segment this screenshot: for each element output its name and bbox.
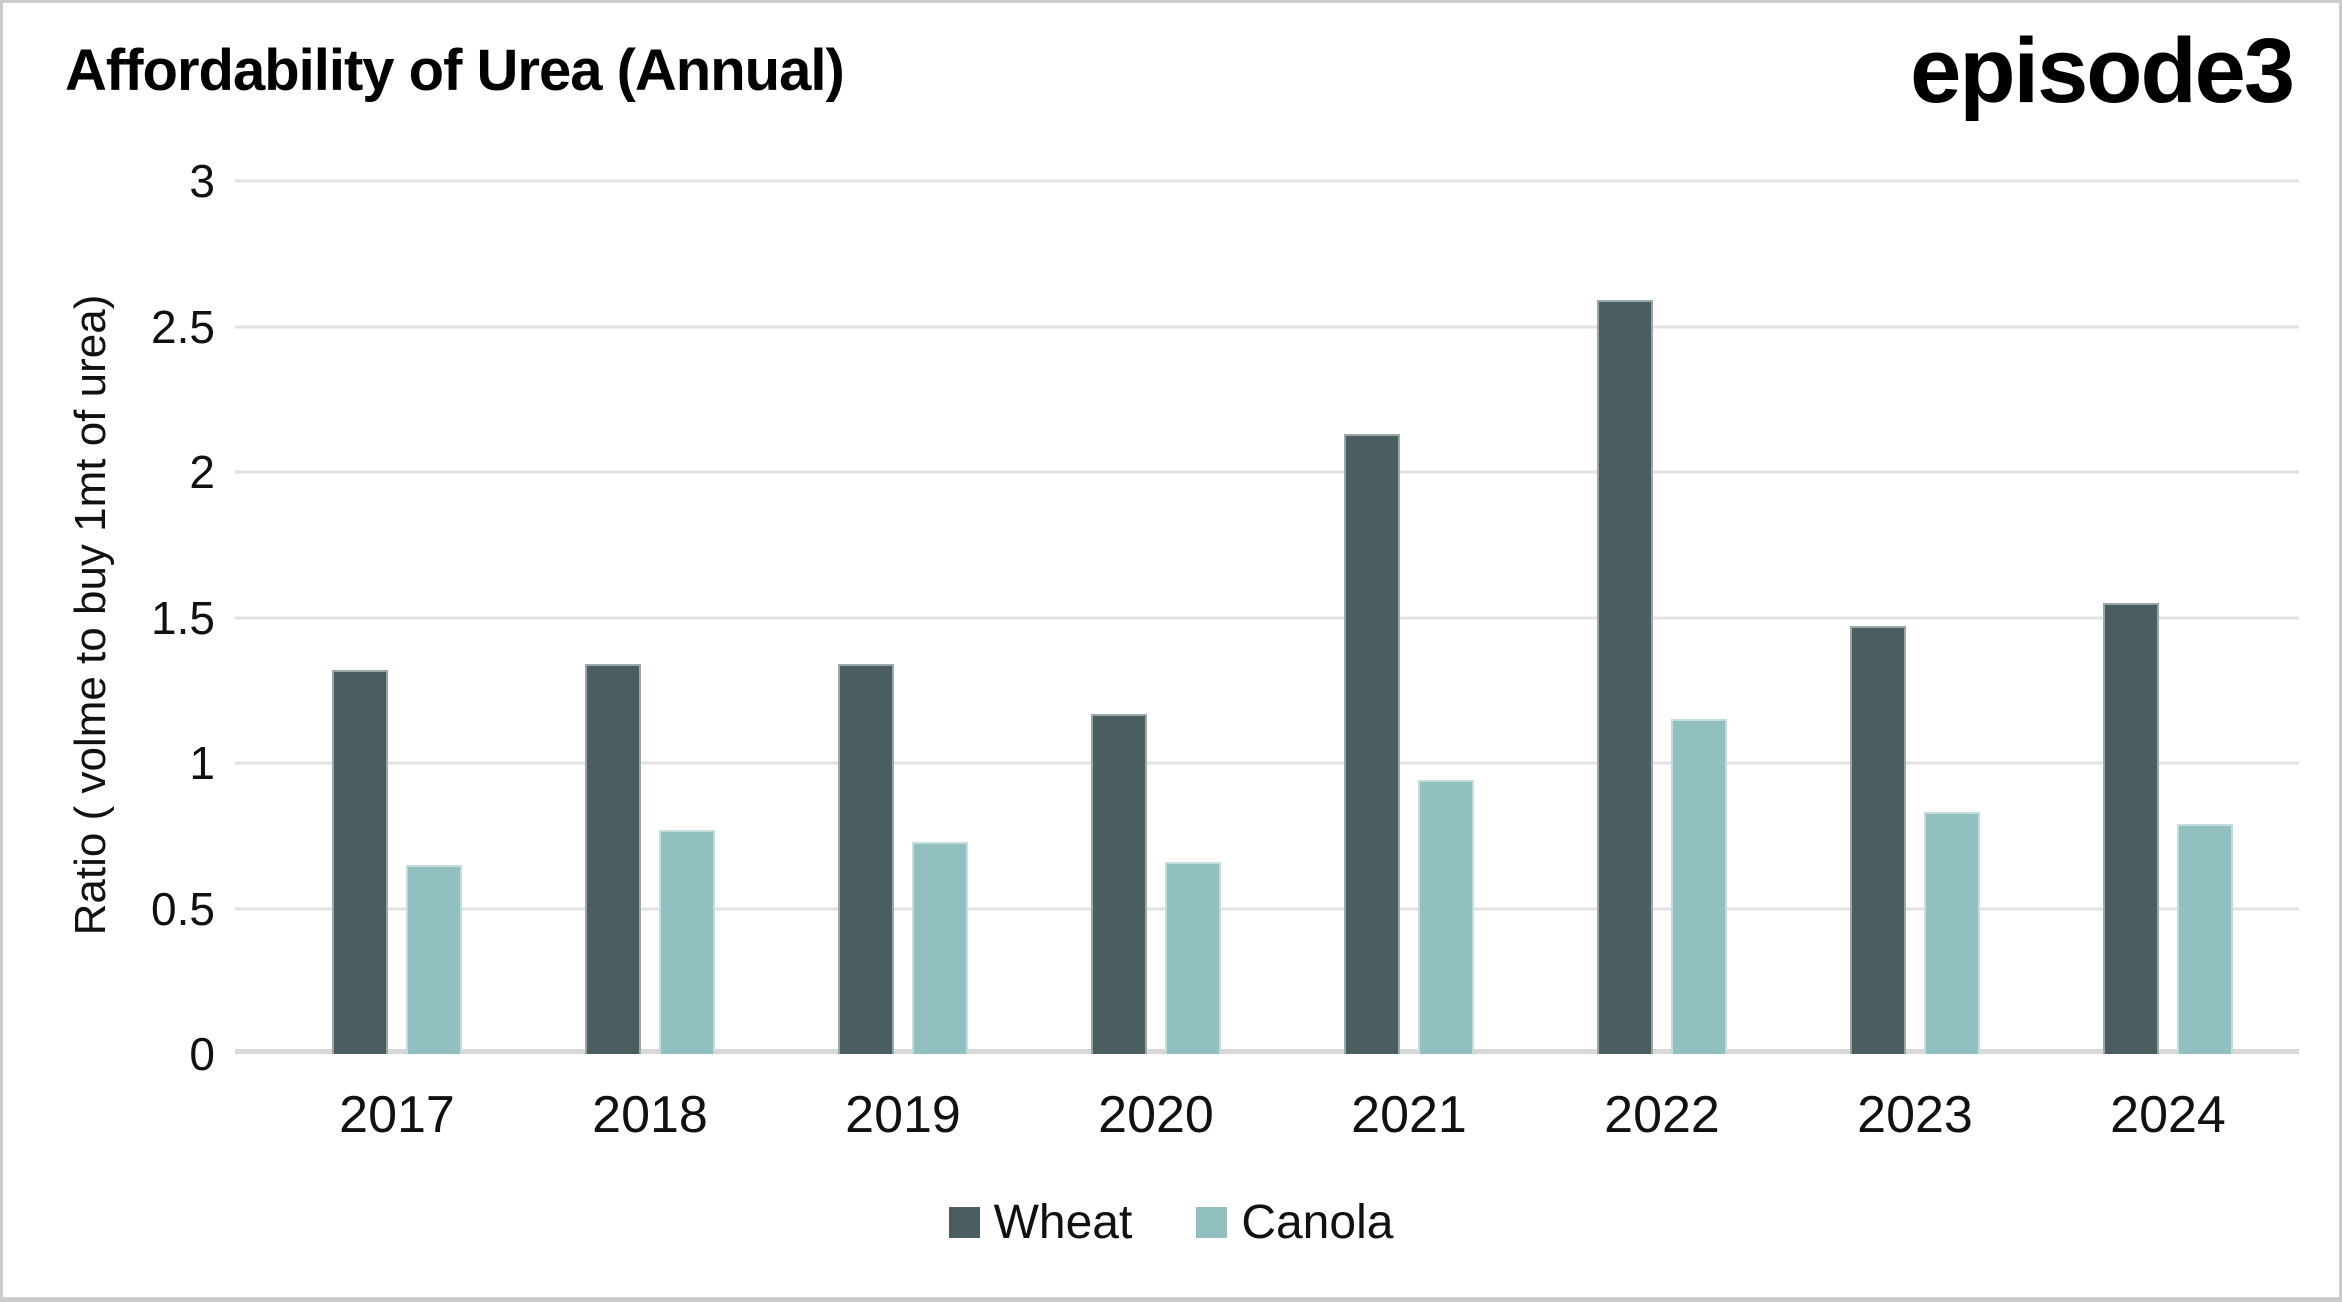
chart-title: Affordability of Urea (Annual) [65, 38, 845, 103]
plot-area [235, 179, 2299, 1054]
x-tick-2023: 2023 [1857, 1086, 1973, 1144]
bar-wheat-2019 [838, 664, 894, 1054]
legend-swatch-wheat [948, 1207, 980, 1238]
bar-canola-2023 [1924, 812, 1980, 1054]
legend-item-canola: Canola [1196, 1195, 1393, 1250]
x-tick-2017: 2017 [339, 1086, 455, 1144]
y-tick-0.5: 0.5 [151, 882, 215, 935]
bar-wheat-2024 [2103, 602, 2159, 1054]
legend-label-canola: Canola [1241, 1196, 1394, 1249]
bar-canola-2017 [406, 864, 462, 1054]
gridline-0 [235, 1049, 2299, 1054]
bar-wheat-2021 [1344, 434, 1400, 1054]
y-tick-3: 3 [189, 155, 215, 207]
x-tick-2020: 2020 [1098, 1086, 1214, 1144]
x-tick-2021: 2021 [1351, 1086, 1467, 1144]
bar-canola-2021 [1418, 780, 1474, 1054]
bar-canola-2024 [2177, 824, 2233, 1054]
bar-wheat-2020 [1091, 713, 1147, 1054]
x-tick-2024: 2024 [2110, 1086, 2226, 1144]
bar-wheat-2017 [332, 669, 388, 1054]
y-tick-1: 1 [189, 737, 215, 789]
legend-swatch-canola [1196, 1207, 1228, 1238]
gridline-2 [235, 470, 2299, 474]
x-tick-2018: 2018 [592, 1086, 708, 1144]
y-tick-0: 0 [189, 1028, 215, 1080]
bar-wheat-2018 [585, 664, 641, 1054]
legend: Wheat Canola [3, 1195, 2339, 1250]
bar-wheat-2023 [1850, 626, 1906, 1054]
gridline-3 [235, 179, 2299, 183]
bar-canola-2019 [912, 841, 968, 1054]
bar-wheat-2022 [1597, 300, 1653, 1054]
legend-item-wheat: Wheat [948, 1195, 1133, 1250]
x-tick-2019: 2019 [845, 1086, 961, 1144]
y-tick-2.5: 2.5 [151, 300, 215, 353]
gridline-1.5 [235, 616, 2299, 619]
bar-canola-2022 [1671, 719, 1727, 1054]
bar-canola-2020 [1165, 861, 1221, 1054]
gridline-0.5 [235, 907, 2299, 910]
episode3-logo: episode3 [1910, 20, 2295, 122]
legend-label-wheat: Wheat [993, 1196, 1133, 1249]
y-tick-2: 2 [189, 446, 215, 498]
y-tick-1.5: 1.5 [151, 591, 215, 644]
gridline-2.5 [235, 325, 2299, 328]
gridline-1 [235, 761, 2299, 765]
bar-canola-2018 [659, 829, 715, 1054]
x-tick-2022: 2022 [1604, 1086, 1720, 1144]
